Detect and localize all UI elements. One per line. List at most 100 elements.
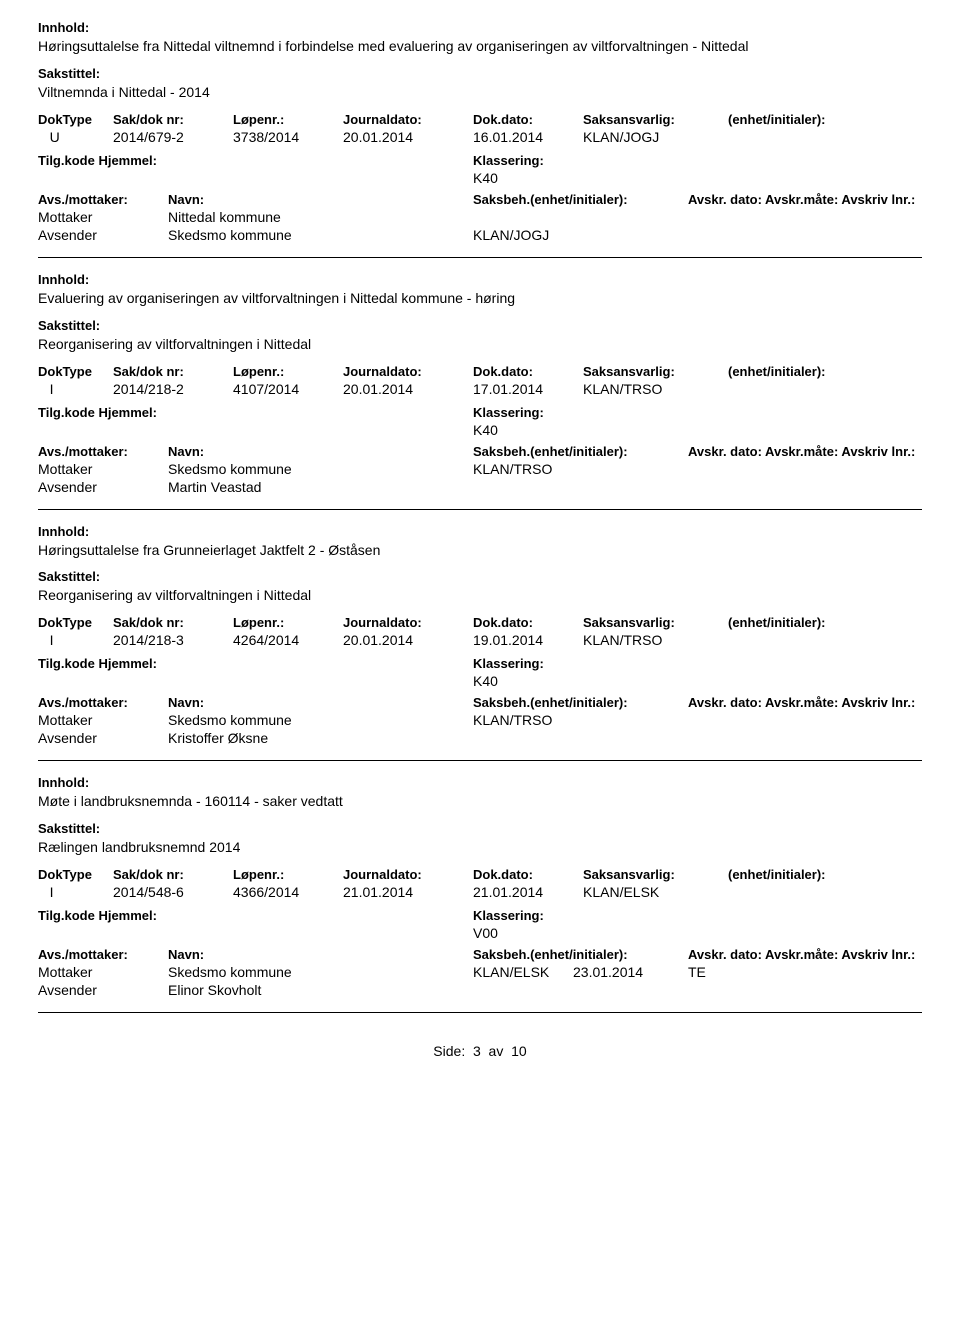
dokdato-value: 21.01.2014 [473,884,583,900]
party-header-row: Avs./mottaker:Navn:Saksbeh.(enhet/initia… [38,444,922,459]
lopenr-value: 4264/2014 [233,632,343,648]
journal-record: Innhold: Evaluering av organiseringen av … [38,272,922,510]
saksbeh-header: Saksbeh.(enhet/initialer): [473,947,688,962]
saksbeh-header: Saksbeh.(enhet/initialer): [473,444,688,459]
sakdok-value: 2014/218-3 [113,632,233,648]
journaldato-header: Journaldato: [343,615,473,630]
party-role: Avsender [38,730,168,746]
klassering-value: K40 [473,673,922,689]
navn-header: Navn: [168,444,473,459]
saksansvarlig-header: Saksansvarlig: [583,112,728,127]
party-name: Nittedal kommune [168,209,473,225]
klassering-label: Klassering: [473,908,922,923]
party-avskr-dato: 23.01.2014 [573,964,688,980]
party-row: AvsenderKristoffer Øksne [38,730,922,746]
party-avskr-mate [688,461,768,477]
avskr-header: Avskr. dato: Avskr.måte: Avskriv lnr.: [688,444,922,459]
saksansvarlig-value: KLAN/TRSO [583,632,728,648]
journaldato-value: 21.01.2014 [343,884,473,900]
doktype-header: DokType [38,364,113,379]
sakstittel-label: Sakstittel: [38,569,922,584]
avskr-header: Avskr. dato: Avskr.måte: Avskriv lnr.: [688,947,922,962]
klassering-value: K40 [473,422,922,438]
party-name: Skedsmo kommune [168,712,473,728]
party-row: MottakerNittedal kommune [38,209,922,225]
journaldato-header: Journaldato: [343,364,473,379]
klassering-value: K40 [473,170,922,186]
enhet-header: (enhet/initialer): [728,867,922,882]
enhet-value [728,381,922,397]
journaldato-value: 20.01.2014 [343,381,473,397]
sakstittel-text: Rælingen landbruksnemnd 2014 [38,838,922,857]
sakstittel-label: Sakstittel: [38,66,922,81]
metadata-header-row: DokTypeSak/dok nr:Løpenr.:Journaldato:Do… [38,615,922,630]
dokdato-value: 17.01.2014 [473,381,583,397]
party-name: Elinor Skovholt [168,982,473,998]
dokdato-header: Dok.dato: [473,112,583,127]
party-name: Skedsmo kommune [168,227,473,243]
party-row: MottakerSkedsmo kommuneKLAN/TRSO [38,461,922,477]
innhold-text: Evaluering av organiseringen av viltforv… [38,289,922,308]
doktype-header: DokType [38,867,113,882]
avskr-header: Avskr. dato: Avskr.måte: Avskriv lnr.: [688,695,922,710]
journal-record: Innhold:Møte i landbruksnemnda - 160114 … [38,775,922,1013]
party-avskr-mate [688,730,768,746]
enhet-header: (enhet/initialer): [728,112,922,127]
party-row: AvsenderMartin Veastad [38,479,922,495]
lopenr-value: 4107/2014 [233,381,343,397]
innhold-label: Innhold: [38,20,922,35]
doktype-header: DokType [38,112,113,127]
sakdok-header: Sak/dok nr: [113,364,233,379]
party-role: Mottaker [38,964,168,980]
party-role: Mottaker [38,209,168,225]
party-role: Avsender [38,982,168,998]
sakdok-value: 2014/548-6 [113,884,233,900]
navn-header: Navn: [168,192,473,207]
sakdok-value: 2014/218-2 [113,381,233,397]
journal-record: Innhold: Høringsuttalelse fra Nittedal vi… [38,20,922,258]
metadata-header-row: DokTypeSak/dok nr:Løpenr.:Journaldato:Do… [38,867,922,882]
tilgkode-hjemmel-label: Tilg.kode Hjemmel: [38,656,473,671]
page-footer: Side: 3 av 10 [38,1043,922,1059]
lopenr-value: 4366/2014 [233,884,343,900]
lopenr-header: Løpenr.: [233,867,343,882]
metadata-value-row: I2014/218-34264/201420.01.201419.01.2014… [38,632,922,648]
enhet-value [728,884,922,900]
sakdok-header: Sak/dok nr: [113,112,233,127]
doktype-value: I [38,884,113,900]
sakdok-header: Sak/dok nr: [113,615,233,630]
innhold-label: Innhold: [38,272,922,287]
saksansvarlig-value: KLAN/ELSK [583,884,728,900]
party-avskr-dato [573,227,688,243]
avsmottaker-header: Avs./mottaker: [38,947,168,962]
lopenr-header: Løpenr.: [233,615,343,630]
party-row: AvsenderSkedsmo kommuneKLAN/JOGJ [38,227,922,243]
sakstittel-text: Reorganisering av viltforvaltningen i Ni… [38,586,922,605]
metadata-value-row: U2014/679-23738/201420.01.201416.01.2014… [38,129,922,145]
saksansvarlig-value: KLAN/JOGJ [583,129,728,145]
party-avskr-mate [688,479,768,495]
klassering-label: Klassering: [473,405,922,420]
tilgkode-row: Tilg.kode Hjemmel:Klassering: [38,405,922,420]
doktype-header: DokType [38,615,113,630]
saksbeh-header: Saksbeh.(enhet/initialer): [473,695,688,710]
party-saksbeh: KLAN/JOGJ [473,227,573,243]
avsmottaker-header: Avs./mottaker: [38,695,168,710]
party-saksbeh [473,479,573,495]
metadata-header-row: DokTypeSak/dok nr:Løpenr.:Journaldato:Do… [38,364,922,379]
tilgkode-row: Tilg.kode Hjemmel:Klassering: [38,153,922,168]
sakstittel-label: Sakstittel: [38,821,922,836]
navn-header: Navn: [168,947,473,962]
party-role: Mottaker [38,712,168,728]
metadata-header-row: DokTypeSak/dok nr:Løpenr.:Journaldato:Do… [38,112,922,127]
party-avskr-dato [573,209,688,225]
party-avskr-dato [573,730,688,746]
party-row: MottakerSkedsmo kommuneKLAN/ELSK23.01.20… [38,964,922,980]
sakstittel-text: Reorganisering av viltforvaltningen i Ni… [38,335,922,354]
innhold-text: Høringsuttalelse fra Nittedal viltnemnd … [38,37,922,56]
avsmottaker-header: Avs./mottaker: [38,192,168,207]
lopenr-header: Løpenr.: [233,364,343,379]
journaldato-header: Journaldato: [343,112,473,127]
navn-header: Navn: [168,695,473,710]
party-saksbeh [473,730,573,746]
